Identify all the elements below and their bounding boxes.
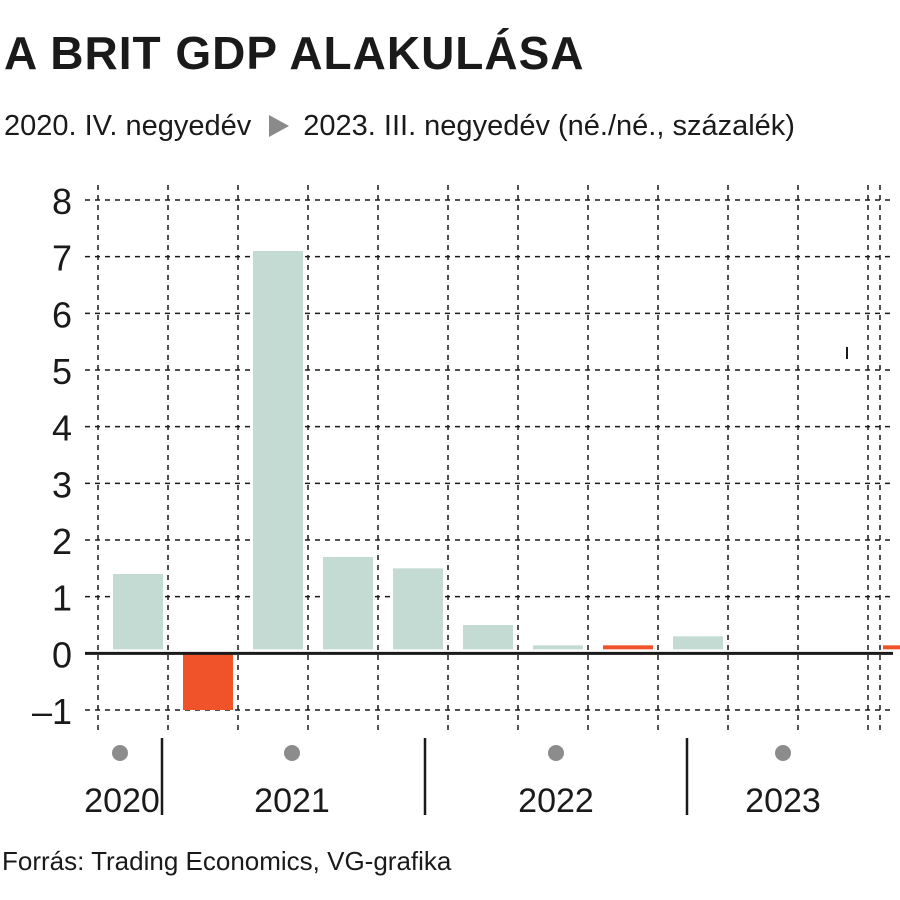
bar [673,636,723,650]
y-tick-label: 8 [52,181,72,222]
bar [183,653,233,710]
subtitle-from: 2020. IV. negyedév [4,110,252,142]
bar [463,625,513,650]
year-label: 2022 [518,782,594,820]
year-dot-icon [112,745,128,761]
source-note: Forrás: Trading Economics, VG-grafika [2,846,452,876]
year-label: 2023 [745,782,821,820]
year-dot-icon [284,745,300,761]
y-tick-label: 4 [52,408,72,449]
y-tick-label: 5 [52,351,72,392]
bar [603,645,653,650]
bar [533,645,583,650]
y-tick-label: 1 [52,578,72,619]
bar [113,574,163,650]
bar [393,568,443,650]
bar-chart: 8 7 6 5 4 3 2 1 0 –1 2020 2021 2022 2023 [32,181,900,820]
subtitle-to: 2023. III. negyedév (né./né., százalék) [303,110,795,142]
y-axis-tick-labels: 8 7 6 5 4 3 2 1 0 –1 [32,181,72,732]
horizontal-gridlines [85,199,893,711]
triangle-arrow-icon [269,115,290,138]
y-tick-label: 6 [52,294,72,335]
y-tick-label: 3 [52,464,72,505]
y-tick-label: 0 [52,634,72,675]
bar [253,251,303,650]
year-dot-icon [548,745,564,761]
vertical-gridlines [97,185,881,730]
year-axis: 2020 2021 2022 2023 [84,738,821,820]
y-tick-label: –1 [32,691,72,732]
chart-subtitle: 2020. IV. negyedév 2023. III. negyedév (n… [4,112,795,141]
year-label: 2021 [254,782,330,820]
chart-title: A BRIT GDP ALAKULÁSA [4,27,585,79]
year-label: 2020 [84,782,160,820]
bar [323,557,373,650]
year-dot-icon [775,745,791,761]
bars [113,251,900,710]
bar [883,645,900,650]
y-tick-label: 7 [52,238,72,279]
y-tick-label: 2 [52,521,72,562]
